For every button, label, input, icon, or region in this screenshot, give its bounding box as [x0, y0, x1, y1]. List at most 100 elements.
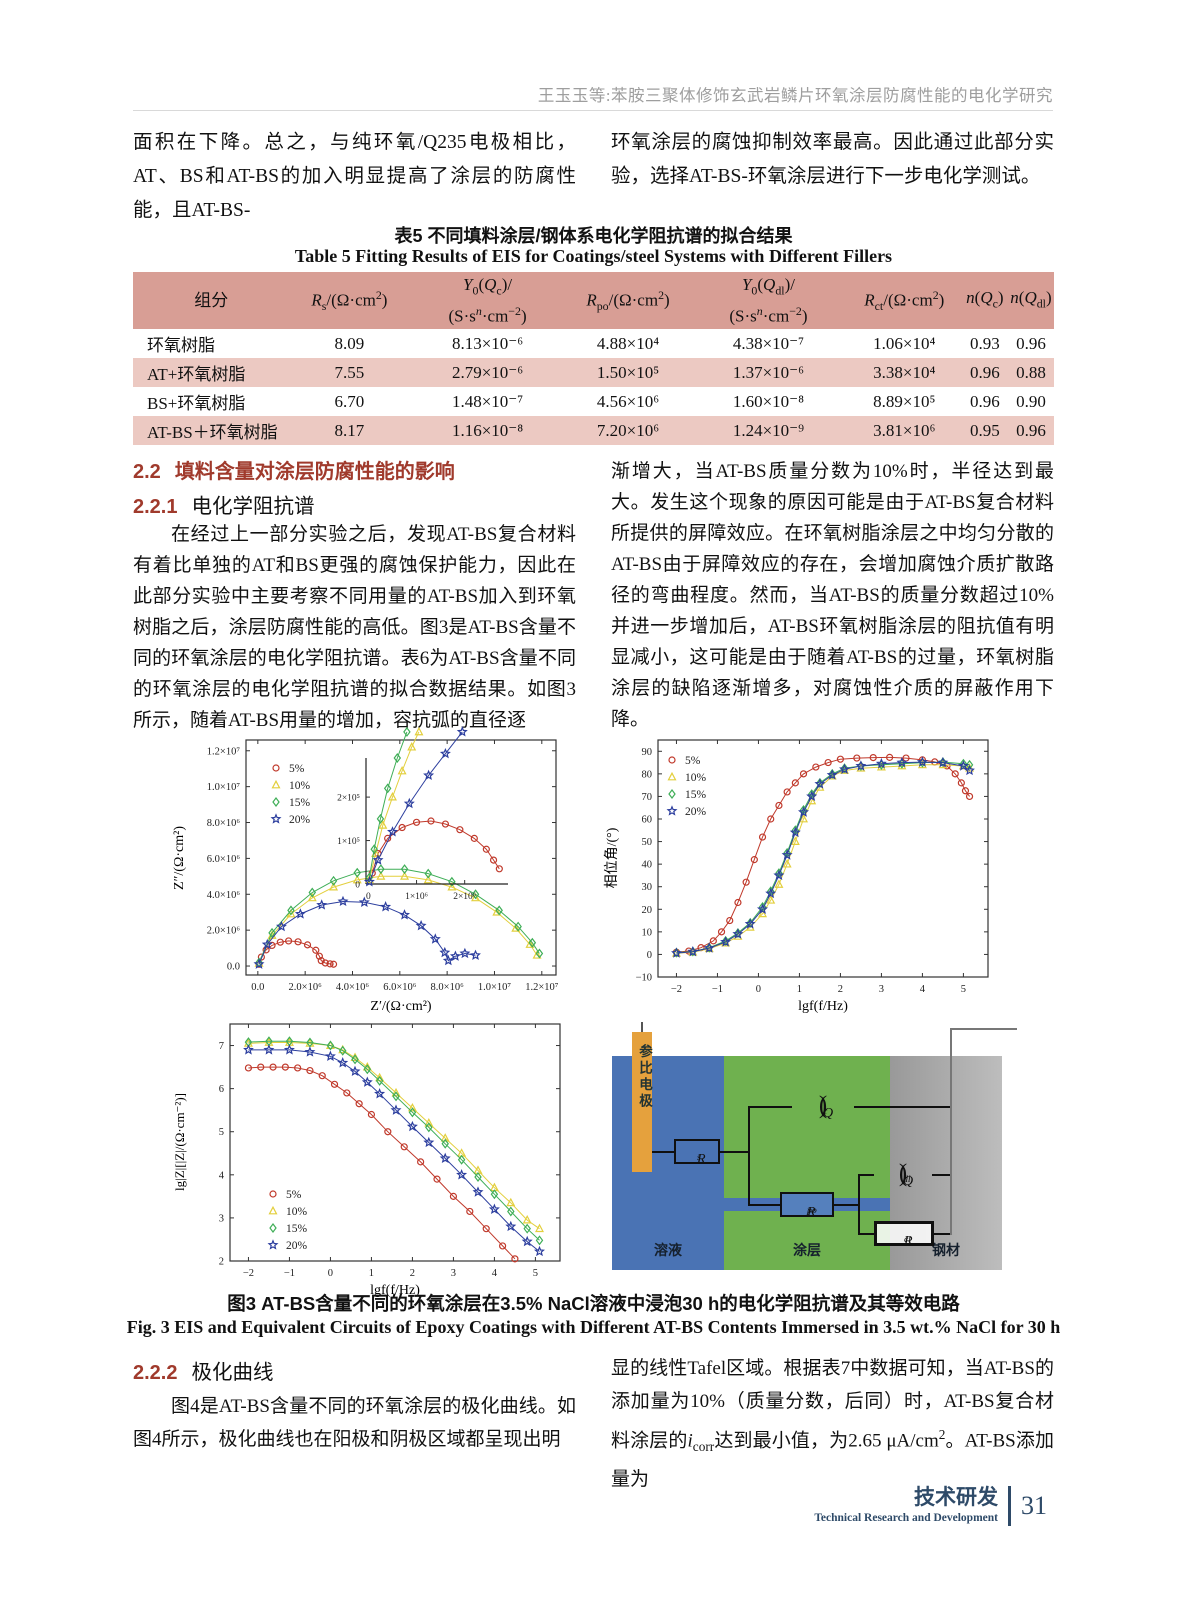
wire: [932, 1174, 950, 1176]
table-cell: 0.88: [1016, 362, 1046, 382]
wire: [834, 1204, 858, 1206]
svg-text:4: 4: [219, 1170, 225, 1181]
svg-text:10%: 10%: [286, 1206, 308, 1218]
svg-text:20: 20: [642, 905, 653, 916]
svg-text:40: 40: [642, 860, 653, 871]
section-2-2-2-paragraph-right: 显的线性Tafel区域。根据表7中数据可知，当AT-BS的添加量为10%（质量分…: [611, 1358, 1054, 1491]
table-cell: AT+环氧树脂: [147, 365, 246, 385]
table-cell: 环氧树脂: [147, 336, 215, 356]
svg-text:1.2×10⁷: 1.2×10⁷: [207, 746, 241, 757]
reference-electrode: [632, 1032, 652, 1172]
footer-column-zh: 技术研发: [914, 1486, 998, 1509]
section-2-2-1-heading: 2.2.1 电化学阻抗谱: [133, 489, 314, 519]
reference-electrode-label: 参比电极: [637, 1044, 652, 1110]
section-2-2-heading: 2.2 填料含量对涂层防腐性能的影响: [133, 455, 455, 484]
section-title: 极化曲线: [191, 1362, 274, 1384]
svg-text:2: 2: [219, 1257, 224, 1268]
table-cell: 4.38×10⁻⁷: [732, 333, 805, 353]
section-title: 填料含量对涂层防腐性能的影响: [174, 461, 455, 483]
bracket: (: [818, 1092, 828, 1119]
table-cell: 8.17: [334, 420, 365, 440]
section-2-2-1-paragraph-left: 在经过上一部分实验之后，发现AT-BS复合材料有着比单独的AT和BS更强的腐蚀保…: [133, 524, 576, 731]
svg-text:15%: 15%: [286, 1223, 308, 1235]
svg-text:−1: −1: [284, 1268, 295, 1279]
svg-text:6: 6: [219, 1084, 224, 1095]
bracket: ): [818, 1092, 828, 1119]
wire: [858, 1233, 874, 1235]
table5: 组分 Rs/(Ω·cm2) Y0(Qc)/(S·sn·cm−2) Rpo/(Ω·…: [133, 272, 1054, 446]
table-cell: 3.81×10⁶: [873, 420, 936, 440]
figure3-caption-en: Fig. 3 EIS and Equivalent Circuits of Ep…: [126, 1317, 1061, 1337]
svg-text:5%: 5%: [289, 763, 305, 775]
wire: [748, 1204, 780, 1206]
svg-text:1×10⁵: 1×10⁵: [337, 837, 360, 847]
table-row: BS+环氧树脂 6.70 1.48×10⁻⁷ 4.56×10⁶ 1.60×10⁻…: [133, 387, 1054, 416]
bode-magnitude-plot: −2 −1 0 1 2 3 4 5 2 3 4 5 6 7 5% 10% 15% 20% lgf(f/Hz) lg…: [172, 1023, 561, 1298]
table-cell: 7.20×10⁶: [596, 420, 660, 440]
table-header-cell: n(Qc): [961, 272, 1008, 330]
page-number: 31: [1021, 1491, 1047, 1520]
svg-text:3: 3: [219, 1213, 224, 1224]
table-row: AT+环氧树脂 7.55 2.79×10⁻⁶ 1.50×10⁵ 1.37×10⁻…: [133, 358, 1054, 388]
table-cell: 0.96: [970, 391, 1000, 411]
intro-paragraph-right: 环氧涂层的腐蚀抑制效率最高。因此通过此部分实验，选择AT-BS-环氧涂层进行下一…: [611, 132, 1054, 187]
footer-divider: [1008, 1486, 1011, 1526]
svg-text:2.0×10⁶: 2.0×10⁶: [289, 982, 323, 993]
table-cell: 8.09: [334, 333, 365, 353]
section-2-2-1-paragraph-right: 渐增大，当AT-BS质量分数为10%时，半径达到最大。发生这个现象的原因可能是由…: [611, 461, 1054, 730]
table5-title-zh: 表5 不同填料涂层/钢体系电化学阻抗谱的拟合结果: [394, 226, 793, 246]
table-cell: 0.90: [1016, 391, 1046, 411]
svg-text:1.2×10⁷: 1.2×10⁷: [525, 982, 559, 993]
table-cell: 1.48×10⁻⁷: [451, 391, 524, 411]
mag-xlabel: lgf(f/Hz): [370, 1283, 420, 1298]
mag-ylabel: lg|Z|[|Z|/(Ω·cm⁻²)]: [172, 1093, 187, 1191]
svg-text:15%: 15%: [685, 789, 707, 801]
svg-text:1.0×10⁷: 1.0×10⁷: [207, 782, 241, 793]
bode-phase-plot: −2 −1 0 1 2 3 4 5−1001020304050607080905%10%15%…: [604, 739, 989, 1014]
section-number: 2.2: [133, 461, 161, 483]
svg-text:10: 10: [642, 927, 653, 938]
svg-text:10%: 10%: [685, 772, 707, 784]
svg-text:80: 80: [642, 769, 653, 780]
section-title: 电化学阻抗谱: [191, 496, 315, 518]
page-footer: 技术研发 Technical Research and Development …: [814, 1486, 1047, 1526]
svg-text:5%: 5%: [286, 1189, 302, 1201]
wire: [720, 1151, 748, 1153]
table5-title-en: Table 5 Fitting Results of EIS for Coati…: [294, 246, 893, 266]
svg-text:2: 2: [838, 984, 843, 995]
wire: [934, 1233, 950, 1235]
table-row: 环氧树脂 8.09 8.13×10⁻⁶ 4.88×10⁴ 4.38×10⁻⁷ 1…: [133, 329, 1054, 358]
svg-text:0.0: 0.0: [227, 962, 240, 973]
table-header-cell: Y0(Qdl)/(S·sn·cm−2): [690, 272, 847, 330]
svg-text:6.0×10⁶: 6.0×10⁶: [383, 982, 417, 993]
table-cell: BS+环氧树脂: [147, 394, 246, 414]
svg-text:5: 5: [219, 1127, 224, 1138]
svg-text:3: 3: [451, 1268, 456, 1279]
table-cell: 6.70: [334, 391, 365, 411]
wire: [854, 1106, 950, 1108]
footer-column-en: Technical Research and Development: [814, 1512, 998, 1524]
electrode-stem: [641, 1022, 643, 1032]
nyquist-xlabel: Z′/(Ω·cm²): [370, 999, 432, 1014]
table-cell: 1.60×10⁻⁸: [732, 391, 805, 411]
svg-text:1.0×10⁷: 1.0×10⁷: [478, 982, 512, 993]
table-header-cell: Rs/(Ω·cm2): [289, 272, 410, 330]
svg-text:1: 1: [797, 984, 802, 995]
svg-text:5: 5: [961, 984, 966, 995]
svg-text:6.0×10⁶: 6.0×10⁶: [207, 854, 241, 865]
table-cell: 7.55: [334, 362, 365, 382]
wire: [858, 1174, 874, 1176]
svg-text:0: 0: [355, 881, 360, 891]
table-header-cell: Rpo/(Ω·cm2): [565, 272, 691, 330]
svg-text:0: 0: [328, 1268, 333, 1279]
svg-text:4: 4: [920, 984, 926, 995]
table-cell: 0.96: [1016, 420, 1046, 440]
header-divider: [133, 110, 1053, 111]
svg-text:15%: 15%: [289, 797, 311, 809]
svg-text:2: 2: [410, 1268, 415, 1279]
